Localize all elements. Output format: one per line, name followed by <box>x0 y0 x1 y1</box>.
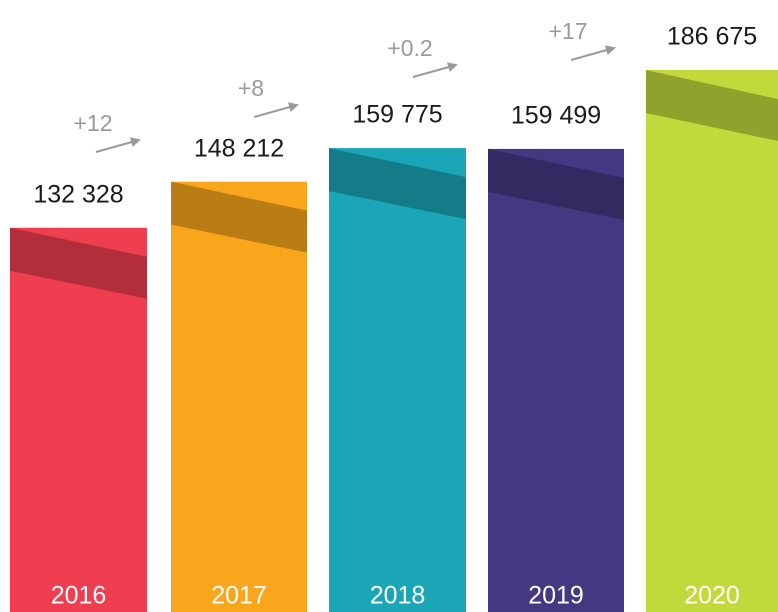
bar-shade <box>10 227 147 299</box>
bar-shade <box>488 148 624 220</box>
value-label: 132 328 <box>33 180 123 208</box>
value-label: 148 212 <box>194 134 284 162</box>
bar-shade <box>329 148 466 220</box>
change-label: +0.2 <box>387 35 432 61</box>
year-label: 2020 <box>684 582 740 610</box>
bar-shade <box>646 70 778 141</box>
change-label: +17 <box>548 18 587 44</box>
value-label: 159 499 <box>511 102 601 130</box>
bar <box>646 70 778 612</box>
change-arrow <box>95 137 141 153</box>
year-label: 2019 <box>528 582 584 610</box>
change-arrow <box>253 102 299 118</box>
change-label: +8 <box>238 75 264 101</box>
year-label: 2018 <box>370 582 426 610</box>
change-label: +12 <box>73 110 112 136</box>
value-label: 159 775 <box>352 101 442 129</box>
bar <box>488 148 624 612</box>
bar <box>171 181 307 612</box>
bar <box>10 227 147 612</box>
year-label: 2017 <box>211 582 267 610</box>
change-arrow <box>412 62 458 78</box>
year-label: 2016 <box>51 582 107 610</box>
value-label: 186 675 <box>667 23 757 51</box>
bar-shade <box>171 181 307 253</box>
change-arrow <box>570 45 616 61</box>
bar <box>329 148 466 612</box>
